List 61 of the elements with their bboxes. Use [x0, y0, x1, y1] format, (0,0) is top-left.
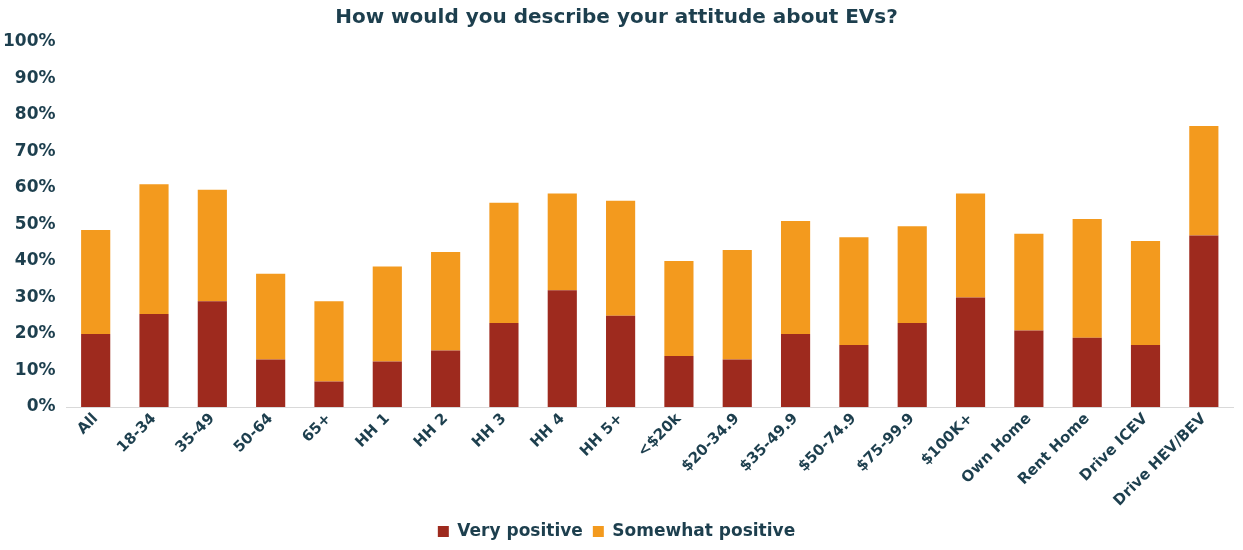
y-tick-label: 60% [14, 176, 56, 197]
bar [955, 193, 986, 298]
y-tick-label: 20% [14, 322, 56, 343]
bar [606, 200, 636, 316]
bar [664, 355, 694, 408]
bar [1072, 337, 1102, 408]
bar [1189, 125, 1219, 236]
bar [431, 251, 461, 351]
bar [839, 345, 869, 408]
bar [256, 273, 286, 360]
x-tick-label: HH 1 [351, 409, 393, 451]
bar [955, 297, 986, 408]
bar [780, 220, 811, 335]
y-tick-label: 90% [14, 66, 56, 87]
bar [1014, 233, 1044, 331]
bar [664, 261, 694, 356]
x-tick-label: HH 3 [467, 409, 510, 451]
bar [1189, 235, 1219, 408]
chart-title: How would you describe your attitude about EVs? [335, 4, 898, 29]
bar [372, 266, 402, 362]
x-tick-label: 65+ [298, 409, 335, 446]
bar [197, 301, 227, 408]
bar [547, 290, 577, 408]
y-tick-label: 80% [14, 103, 56, 124]
bar [372, 361, 402, 408]
bar [1130, 240, 1161, 345]
bar [431, 350, 461, 408]
y-tick-label: 0% [26, 395, 56, 416]
bar [722, 359, 752, 408]
bar [81, 334, 111, 408]
y-tick-label: 40% [14, 249, 56, 270]
bar [489, 202, 519, 324]
y-tick-label: 10% [14, 358, 56, 379]
y-tick-label: 70% [14, 139, 56, 160]
y-tick-label: 100% [2, 30, 56, 51]
bar [1130, 345, 1161, 408]
bar [314, 381, 344, 408]
bar [1014, 330, 1044, 408]
y-tick-label: 50% [14, 212, 56, 233]
bar [489, 323, 519, 408]
bar [897, 226, 927, 324]
y-tick-label: 30% [14, 285, 56, 306]
bar [139, 184, 169, 314]
bar [722, 250, 752, 360]
bar [547, 193, 577, 291]
x-tick-label: All [73, 409, 102, 438]
legend-label: Very positive [457, 519, 583, 540]
bar [256, 359, 286, 408]
bar [197, 189, 227, 302]
bar [780, 334, 811, 408]
bar [1072, 219, 1102, 338]
x-tick-label: HH 2 [409, 409, 452, 451]
bar [839, 237, 869, 345]
bar [606, 315, 636, 408]
bar [81, 230, 111, 335]
legend-label: Somewhat positive [612, 519, 796, 540]
x-tick-label: HH 5+ [575, 409, 627, 460]
bar [897, 323, 927, 408]
bar [314, 301, 344, 382]
x-tick-label: HH 4 [526, 409, 568, 451]
bar [139, 313, 169, 408]
